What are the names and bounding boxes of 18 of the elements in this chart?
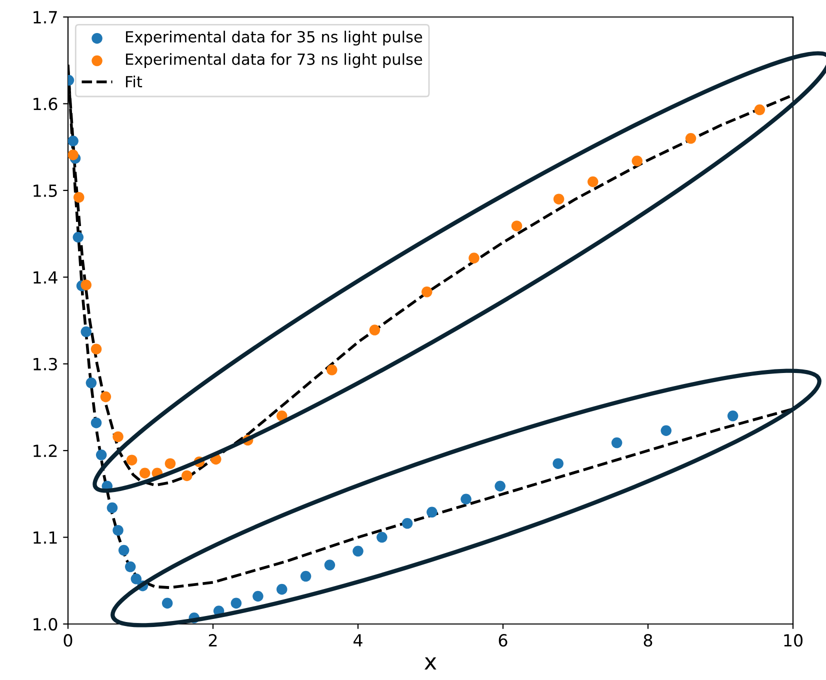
x-tick-label: 8 [644,634,652,647]
x-tick-label: 10 [784,634,802,647]
legend-label: Experimental data for 35 ns light pulse [126,30,422,46]
x-tick-label: 4 [354,634,362,646]
x-tick-label: 2 [208,634,217,646]
y-tick-label: 1.5 [34,184,57,197]
y-tick-label: 1.7 [34,11,57,24]
legend-label: Fit [126,76,142,88]
y-tick-label: 1.4 [34,271,58,284]
y-tick-label: 1.3 [34,358,57,370]
legend-label: Experimental data for 73 ns light pulse [126,53,422,68]
y-tick-label: 1.1 [34,531,57,544]
y-tick-label: 1.6 [34,98,58,110]
y-tick-label: 1.0 [34,618,58,631]
x-tick-label: 0 [64,634,72,647]
y-tick-label: 1.2 [34,444,57,457]
x-axis-title: x [424,657,436,670]
x-tick-label: 6 [498,634,508,647]
